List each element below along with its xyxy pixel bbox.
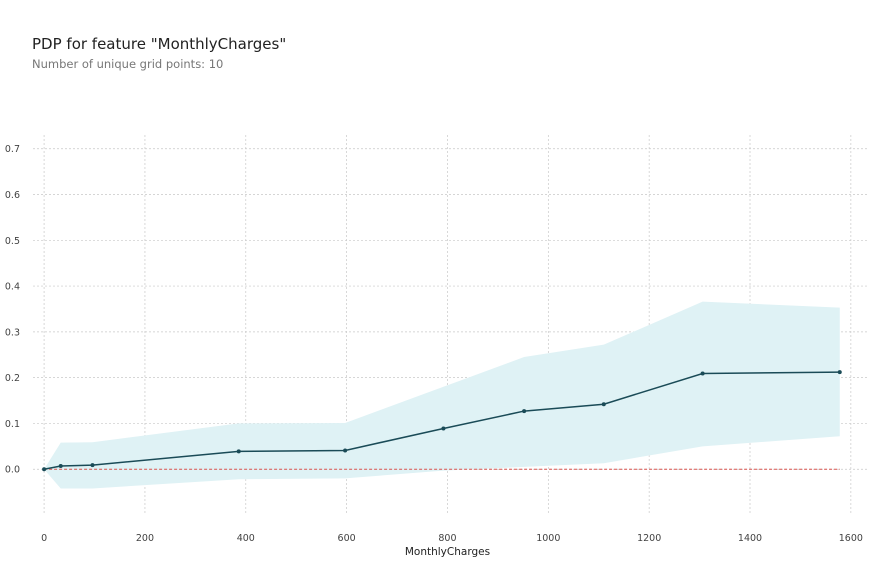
data-point	[837, 370, 842, 375]
y-tick-label: 0.4	[5, 282, 20, 293]
y-tick-label: 0.5	[5, 236, 20, 247]
chart-subtitle: Number of unique grid points: 10	[32, 57, 224, 71]
data-point	[90, 463, 95, 468]
x-tick-label: 400	[237, 533, 255, 544]
data-point	[700, 371, 705, 376]
x-tick-label: 1000	[536, 533, 560, 544]
y-tick-label: 0.2	[5, 373, 20, 384]
x-axis-label: MonthlyCharges	[405, 546, 490, 558]
data-point	[236, 449, 241, 454]
x-tick-label: 200	[136, 533, 154, 544]
y-tick-label: 0.3	[5, 327, 20, 338]
y-tick-label: 0.1	[5, 419, 20, 430]
data-point	[441, 426, 446, 431]
y-tick-label: 0.6	[5, 190, 20, 201]
x-tick-label: 1400	[738, 533, 762, 544]
data-point	[601, 402, 606, 407]
data-point	[522, 409, 527, 414]
pdp-line	[43, 371, 840, 470]
x-tick-label: 0	[41, 533, 47, 544]
data-point	[58, 464, 63, 469]
x-tick-label: 800	[438, 533, 456, 544]
y-tick-label: 0.7	[5, 144, 20, 155]
data-point	[42, 467, 47, 472]
confidence-band	[44, 301, 840, 489]
y-tick-label: 0.0	[5, 465, 20, 476]
data-point	[343, 448, 348, 453]
x-tick-label: 1600	[839, 533, 863, 544]
chart-title: PDP for feature "MonthlyCharges"	[32, 35, 287, 53]
x-tick-label: 1200	[637, 533, 661, 544]
x-tick-label: 600	[338, 533, 356, 544]
